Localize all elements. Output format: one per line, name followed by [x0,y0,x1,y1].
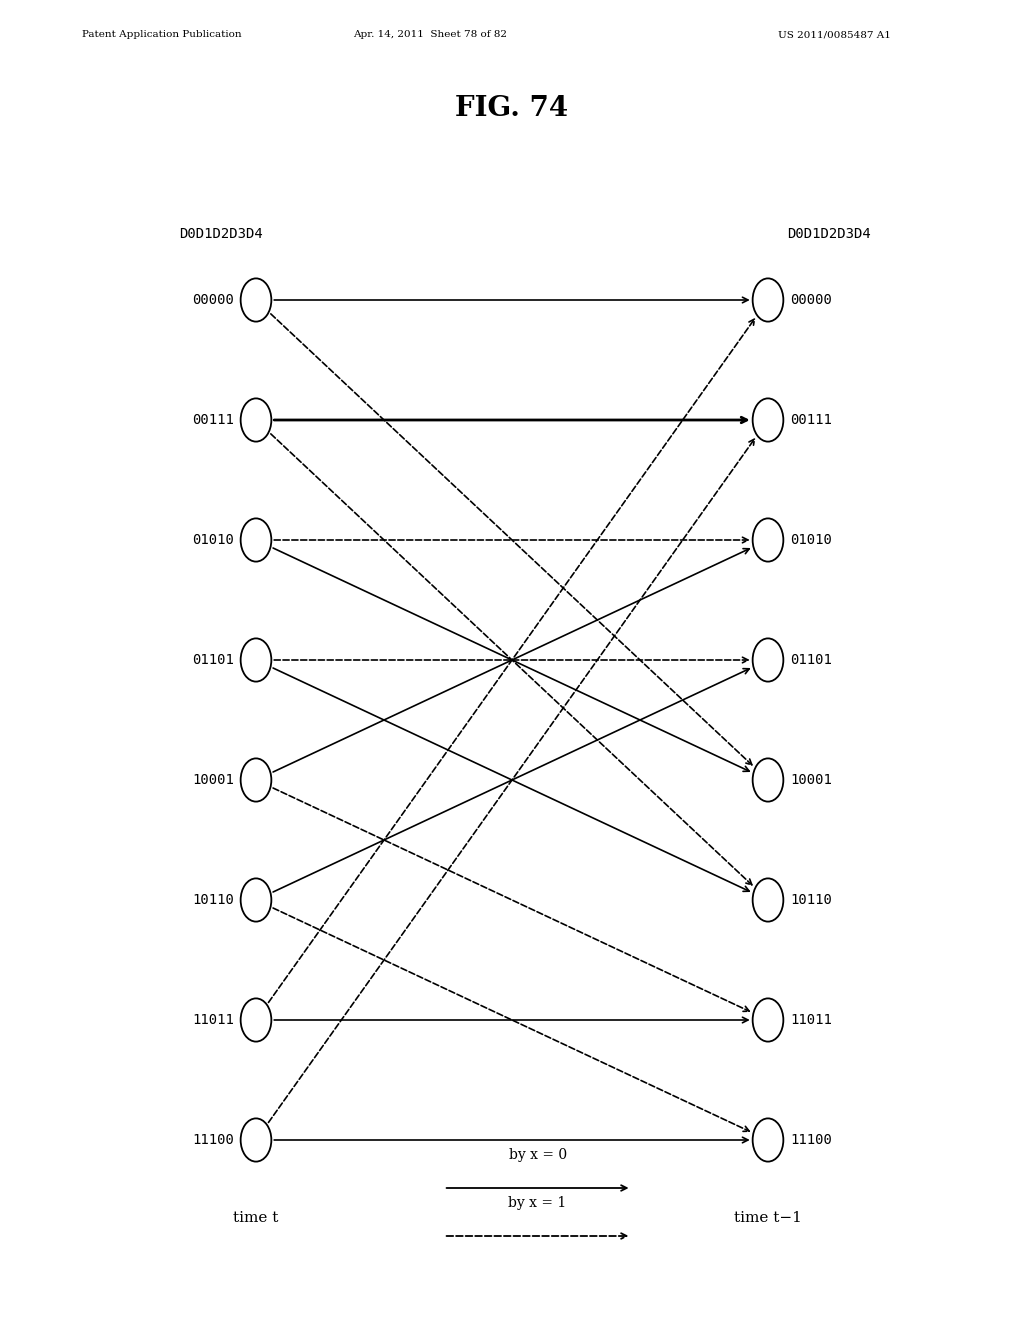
Circle shape [753,998,783,1041]
Text: D0D1D2D3D4: D0D1D2D3D4 [179,227,263,242]
Text: 11100: 11100 [191,1133,233,1147]
Text: 00000: 00000 [191,293,233,308]
Text: 00000: 00000 [791,293,833,308]
Text: Patent Application Publication: Patent Application Publication [82,30,242,40]
Circle shape [753,399,783,442]
Text: 00111: 00111 [191,413,233,426]
Text: 11011: 11011 [791,1012,833,1027]
Text: FIG. 74: FIG. 74 [456,95,568,121]
Circle shape [241,759,271,801]
Circle shape [241,998,271,1041]
Circle shape [753,639,783,681]
Text: 01101: 01101 [191,653,233,667]
Text: by x = 1: by x = 1 [509,1196,566,1209]
Text: D0D1D2D3D4: D0D1D2D3D4 [786,227,870,242]
Circle shape [753,878,783,921]
Circle shape [753,759,783,801]
Text: time t−1: time t−1 [734,1210,802,1225]
Circle shape [241,519,271,561]
Text: 10110: 10110 [191,894,233,907]
Circle shape [241,399,271,442]
Text: 11011: 11011 [191,1012,233,1027]
Text: 01010: 01010 [191,533,233,546]
Circle shape [241,1118,271,1162]
Text: 10110: 10110 [791,894,833,907]
Text: 00111: 00111 [791,413,833,426]
Circle shape [241,639,271,681]
Text: 10001: 10001 [191,774,233,787]
Text: time t: time t [233,1210,279,1225]
Text: Apr. 14, 2011  Sheet 78 of 82: Apr. 14, 2011 Sheet 78 of 82 [353,30,507,40]
Circle shape [241,279,271,322]
Circle shape [753,279,783,322]
Circle shape [753,519,783,561]
Text: 11100: 11100 [791,1133,833,1147]
Text: by x = 0: by x = 0 [509,1147,566,1162]
Text: 01010: 01010 [791,533,833,546]
Circle shape [753,1118,783,1162]
Text: US 2011/0085487 A1: US 2011/0085487 A1 [778,30,891,40]
Circle shape [241,878,271,921]
Text: 01101: 01101 [791,653,833,667]
Text: 10001: 10001 [791,774,833,787]
